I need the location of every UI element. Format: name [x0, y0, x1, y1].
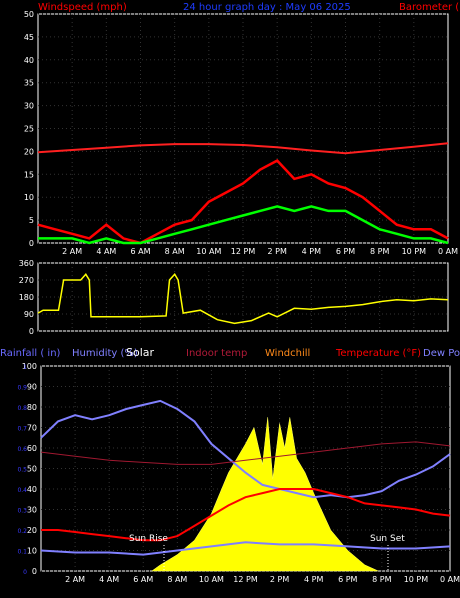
x-tick-label: 10 PM: [404, 575, 429, 584]
y2-tick-label: 0.8: [17, 405, 27, 412]
legend-solar: Solar: [126, 346, 155, 359]
x-tick-label: 2 AM: [62, 247, 82, 256]
y-tick-label: 40: [27, 485, 37, 494]
y-tick-label: 0: [32, 567, 37, 576]
barometer-title: Barometer (: [399, 2, 459, 13]
legend-rainfall: Rainfall ( in): [0, 348, 61, 359]
y-tick-label: 0: [29, 327, 34, 336]
y-tick-label: 100: [22, 362, 37, 371]
y-tick-label: 50: [27, 465, 37, 474]
y-tick-label: 10: [27, 547, 37, 556]
y-tick-label: 90: [27, 383, 37, 392]
y2-tick-label: 0: [23, 569, 27, 576]
x-tick-label: 0 AM: [440, 575, 460, 584]
series-dew-point: [40, 541, 451, 556]
y-tick-label: 270: [19, 276, 34, 285]
x-tick-label: 10 AM: [196, 247, 221, 256]
y2-tick-label: 0.2: [17, 528, 27, 535]
x-tick-label: 10 PM: [402, 247, 427, 256]
x-tick-label: 6 AM: [133, 575, 153, 584]
chart-title: 24 hour graph day : May 06 2025: [183, 2, 351, 13]
x-tick-label: 8 AM: [165, 247, 185, 256]
y2-tick-label: 0.4: [17, 487, 27, 494]
y2-tick-label: 0.6: [17, 446, 27, 453]
y-tick-label: 90: [24, 310, 34, 319]
y-tick-label: 15: [24, 170, 34, 179]
y2-tick-label: 1: [23, 364, 27, 371]
y-tick-label: 35: [24, 79, 34, 88]
legend-humidity: Humidity (%): [72, 348, 138, 359]
x-tick-label: 8 PM: [372, 575, 391, 584]
y-tick-label: 60: [27, 444, 37, 453]
y-tick-label: 30: [27, 506, 37, 515]
x-tick-label: 2 PM: [267, 247, 286, 256]
series-wind-speed: [38, 205, 449, 245]
series-temperature: [41, 488, 451, 542]
y-tick-label: 20: [27, 526, 37, 535]
y2-tick-label: 0.1: [17, 549, 27, 556]
y-tick-label: 40: [24, 56, 34, 65]
sun-set-label: Sun Set: [370, 534, 405, 544]
y2-tick-label: 0.7: [17, 426, 27, 433]
x-tick-label: 2 PM: [270, 575, 289, 584]
x-tick-label: 12 PM: [233, 575, 258, 584]
y-tick-label: 0: [29, 239, 34, 248]
x-tick-label: 4 AM: [96, 247, 116, 256]
y-tick-label: 5: [29, 216, 34, 225]
x-tick-label: 6 PM: [336, 247, 355, 256]
legend-windchill: Windchill: [265, 348, 310, 359]
y-tick-label: 10: [24, 193, 34, 202]
x-tick-label: 4 AM: [99, 575, 119, 584]
sun-rise-label: Sun Rise: [129, 534, 168, 544]
series-wind-gust: [37, 159, 449, 245]
y-tick-label: 80: [27, 403, 37, 412]
series-indoor-temp: [40, 441, 451, 465]
x-tick-label: 10 AM: [199, 575, 224, 584]
x-tick-label: 4 PM: [302, 247, 321, 256]
x-tick-label: 6 PM: [338, 575, 357, 584]
y-tick-label: 70: [27, 424, 37, 433]
series-wind-direction: [37, 273, 449, 325]
y2-tick-label: 0.9: [17, 385, 27, 392]
x-tick-label: 4 PM: [304, 575, 323, 584]
y-tick-label: 30: [24, 102, 34, 111]
legend-temperature: Temperature (°F): [335, 348, 421, 359]
y-tick-label: 25: [24, 125, 34, 134]
y-tick-label: 180: [19, 293, 34, 302]
y2-tick-label: 0.5: [17, 467, 27, 474]
series-humidity: [40, 399, 451, 499]
legend-dewpoint: Dew Po: [423, 348, 460, 359]
y2-tick-label: 0.3: [17, 508, 27, 515]
legend-indoor: Indoor temp: [186, 348, 247, 359]
x-tick-label: 8 AM: [167, 575, 187, 584]
series-lines: [37, 142, 451, 556]
x-tick-label: 0 AM: [438, 247, 458, 256]
x-tick-label: 8 PM: [370, 247, 389, 256]
x-tick-label: 2 AM: [65, 575, 85, 584]
tick-labels: 0510152025303540455009018027036001020304…: [17, 10, 460, 584]
x-tick-label: 6 AM: [130, 247, 150, 256]
y-tick-label: 20: [24, 147, 34, 156]
y-tick-label: 50: [24, 10, 34, 19]
windspeed-title: Windspeed (mph): [38, 2, 127, 13]
y-tick-label: 45: [24, 33, 34, 42]
x-tick-label: 12 PM: [231, 247, 256, 256]
series-barometer: [37, 142, 449, 155]
y-tick-label: 360: [19, 259, 34, 268]
